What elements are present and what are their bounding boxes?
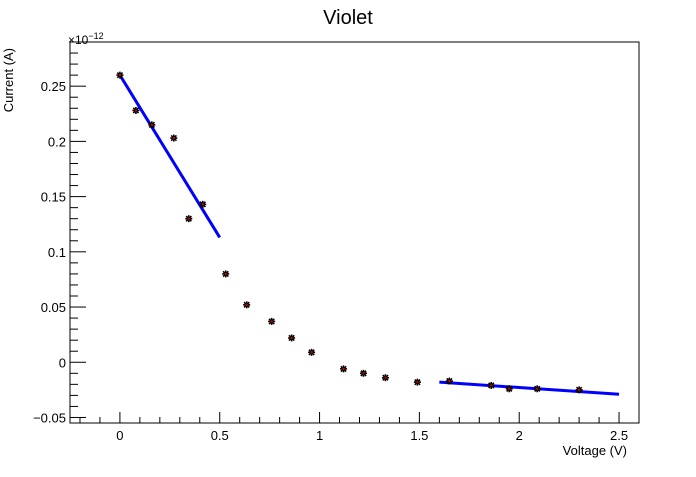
data-point [487, 381, 495, 389]
y-tick-label: 0.1 [48, 245, 66, 260]
data-point [268, 317, 276, 325]
x-tick-label: 2 [516, 428, 523, 443]
data-point [445, 377, 453, 385]
data-point-center [201, 203, 204, 206]
fit-line-1 [118, 74, 222, 239]
data-point-center [577, 388, 581, 392]
data-point-center [172, 136, 176, 140]
data-markers [116, 71, 583, 394]
y-tick-label: 0.2 [48, 134, 66, 149]
x-tick-label: 0.5 [211, 428, 229, 443]
data-point-center [310, 351, 313, 354]
y-exponent-label: ×10−12 [68, 31, 104, 47]
chart-title: Violet [323, 7, 373, 29]
fit-lines [118, 74, 620, 396]
y-exponent-base: ×10 [68, 33, 89, 47]
y-tick-label: 0.05 [41, 300, 66, 315]
data-point [148, 121, 156, 129]
y-exponent-power: −12 [88, 31, 103, 41]
data-point-center [416, 380, 419, 384]
data-point-center [342, 367, 345, 371]
x-tick-label: 0 [116, 428, 123, 443]
data-point-center [290, 336, 293, 340]
data-point-center [270, 320, 273, 323]
data-point-center [535, 387, 539, 390]
data-point [575, 386, 583, 394]
x-tick-label: 1 [316, 428, 323, 443]
data-point [170, 134, 178, 142]
data-point [116, 71, 124, 79]
data-point-center [490, 384, 493, 387]
data-point [288, 334, 296, 342]
data-point [505, 385, 513, 393]
data-point-center [508, 387, 511, 390]
data-point-center [134, 109, 138, 112]
data-point [222, 270, 230, 278]
data-point [199, 200, 207, 208]
y-tick-label: 0 [59, 355, 66, 370]
x-tick-label: 1.5 [410, 428, 428, 443]
data-point [132, 106, 140, 114]
data-point-center [384, 376, 387, 379]
y-axis-label: Current (A) [1, 48, 16, 112]
data-point-center [118, 73, 122, 77]
y-tick-label: 0.25 [41, 79, 66, 94]
plot-frame [69, 41, 640, 424]
data-point [308, 348, 316, 356]
data-point-center [224, 272, 227, 276]
data-point [340, 365, 348, 373]
data-point [185, 215, 193, 223]
data-point [533, 385, 541, 393]
fit-line-2 [439, 380, 620, 396]
x-axis-label: Voltage (V) [563, 443, 627, 458]
data-point-center [150, 123, 154, 127]
data-point [413, 378, 421, 386]
y-axis: −0.05 0 0.05 0.1 0.15 0.2 0.25 [33, 41, 86, 425]
data-point [359, 369, 367, 377]
data-point-center [448, 379, 451, 383]
data-point [243, 301, 251, 309]
y-tick-label: 0.15 [41, 190, 66, 205]
data-point-center [245, 303, 248, 307]
data-point-center [187, 217, 190, 220]
data-point-center [362, 372, 365, 375]
x-tick-label: 2.5 [610, 428, 628, 443]
y-tick-label: −0.05 [33, 410, 66, 425]
x-axis: 0 0.5 1 1.5 2 2.5 [79, 412, 640, 443]
data-point [381, 374, 389, 382]
